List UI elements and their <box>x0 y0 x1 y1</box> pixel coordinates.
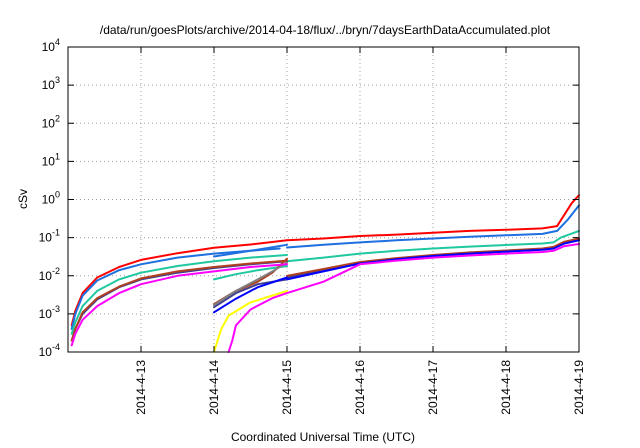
series-line-6 <box>286 239 580 281</box>
series-line-5 <box>70 259 288 342</box>
y-tick-label: 101 <box>42 151 60 168</box>
x-tick-label: 2014-4-16 <box>353 360 367 415</box>
gridlines <box>68 47 579 352</box>
axes <box>67 46 580 353</box>
series-line-9 <box>70 263 288 347</box>
series-line-7 <box>213 261 288 307</box>
x-tick-label: 2014-4-14 <box>207 360 221 415</box>
chart-title: /data/run/goesPlots/archive/2014-04-18/f… <box>100 23 551 37</box>
series-line-2 <box>213 243 288 258</box>
series-line-3 <box>286 229 580 263</box>
series-line-9 <box>227 243 580 353</box>
series-line-1 <box>286 194 580 242</box>
y-tick-label: 10-3 <box>39 304 60 321</box>
series-line-5 <box>286 237 580 277</box>
x-tick-label: 2014-4-18 <box>499 360 513 415</box>
series-layer <box>70 194 580 353</box>
y-tick-label: 103 <box>42 75 60 92</box>
plot-frame <box>67 46 580 353</box>
x-tick-label: 2014-4-19 <box>572 360 586 415</box>
y-tick-label: 100 <box>42 190 60 207</box>
series-line-6 <box>213 276 288 314</box>
y-tick-label: 10-1 <box>39 228 60 245</box>
y-tick-label: 10-2 <box>39 266 60 283</box>
y-tick-label: 10-4 <box>39 342 60 359</box>
series-line-1 <box>70 239 288 327</box>
series-line-3 <box>70 254 288 335</box>
y-tick-label: 102 <box>42 113 60 130</box>
series-line-2 <box>70 247 281 330</box>
x-tick-label: 2014-4-15 <box>280 360 294 415</box>
series-line-8 <box>213 289 288 353</box>
x-axis-label: Coordinated Universal Time (UTC) <box>231 430 415 444</box>
x-tick-label: 2014-4-17 <box>426 360 440 415</box>
tick-labels: 10-4 10-3 10-2 10-1 100 101 102 103 104 2014-4-13… <box>39 37 586 415</box>
y-axis-label: cSv <box>16 189 30 209</box>
series-line-2 <box>286 204 580 249</box>
series-line-3 <box>213 265 288 281</box>
y-tick-label: 104 <box>42 37 60 54</box>
x-tick-label: 2014-4-13 <box>134 360 148 415</box>
